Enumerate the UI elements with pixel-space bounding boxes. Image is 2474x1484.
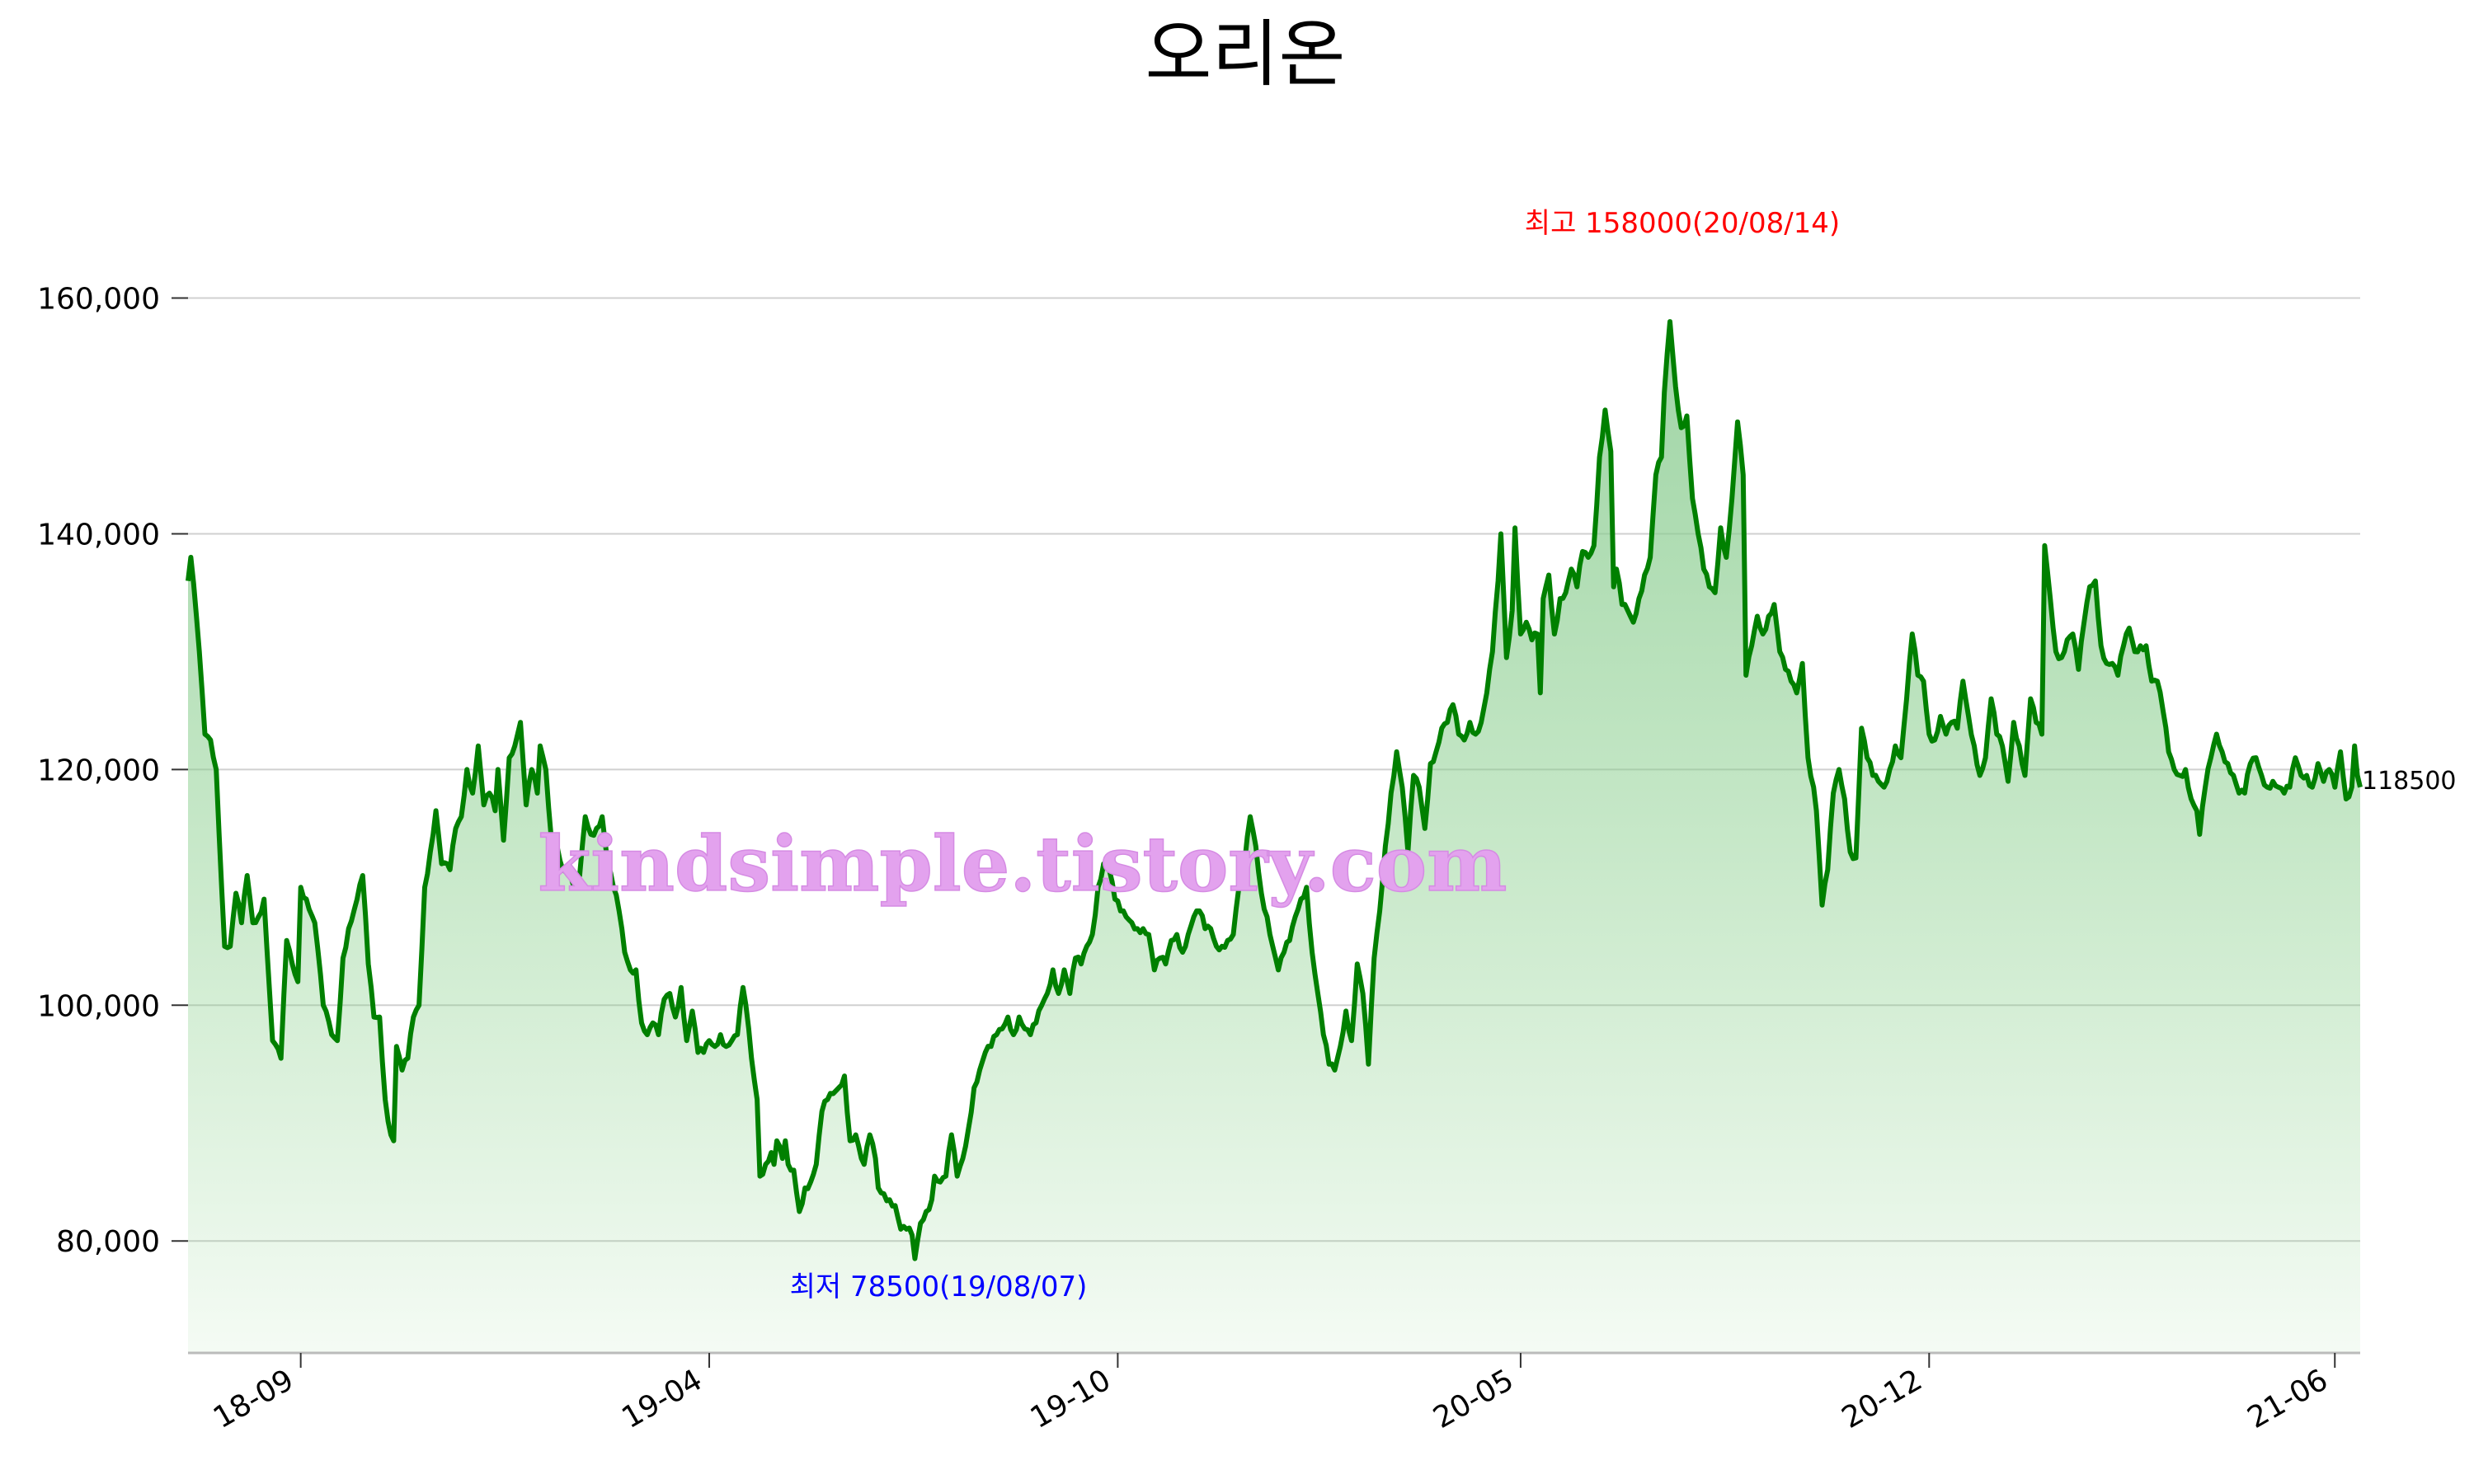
min-price-annotation: 최저 78500(19/08/07) [790, 1270, 1088, 1303]
x-tick-label: 20-05 [1427, 1363, 1519, 1435]
y-tick-label: 100,000 [37, 989, 160, 1023]
watermark-text: kindsimple.tistory.com [538, 819, 1507, 909]
y-tick-label: 80,000 [56, 1225, 160, 1259]
y-axis-ticks: 80,000 100,000 120,000 140,000 160,000 [37, 283, 188, 1259]
price-area [188, 322, 2360, 1354]
price-area-fill [188, 322, 2360, 1354]
x-axis-ticks: 18-09 19-04 19-10 20-05 20-12 21-06 [208, 1353, 2336, 1435]
x-tick-label: 21-06 [2242, 1363, 2334, 1435]
x-tick-label: 19-04 [616, 1363, 708, 1435]
y-tick-label: 140,000 [37, 518, 160, 552]
x-tick-label: 20-12 [1837, 1363, 1928, 1435]
y-tick-label: 160,000 [37, 283, 160, 317]
y-tick-label: 120,000 [37, 754, 160, 787]
chart-title: 오리온 [1145, 12, 1346, 96]
max-price-annotation: 최고 158000(20/08/14) [1525, 207, 1840, 240]
x-tick-label: 19-10 [1025, 1363, 1117, 1435]
last-price-label: 118500 [2362, 767, 2457, 796]
x-tick-label: 18-09 [208, 1363, 299, 1435]
price-line [186, 319, 2363, 1261]
price-line-layer [186, 319, 2363, 1261]
